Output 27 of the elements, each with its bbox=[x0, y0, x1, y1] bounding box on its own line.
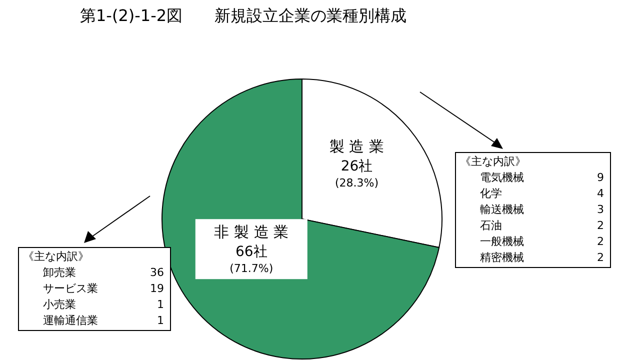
text: 2 bbox=[597, 251, 604, 264]
text: 1 bbox=[157, 298, 164, 311]
text: 《主な内訳》 bbox=[460, 155, 526, 168]
data-label: 26社 (28.3%) bbox=[334, 158, 378, 190]
text: 化学 bbox=[480, 187, 502, 200]
text: 輸送機械 bbox=[480, 203, 524, 216]
text: 小売業 bbox=[43, 298, 76, 311]
text: 一般機械 bbox=[480, 235, 524, 248]
text: 1 bbox=[157, 314, 164, 327]
data-label: 66社 (71.7%) bbox=[230, 244, 274, 276]
text: 《主な内訳》 bbox=[23, 250, 89, 263]
text: 卸売業 bbox=[43, 266, 76, 279]
text: 9 bbox=[597, 171, 604, 184]
text: 2 bbox=[597, 219, 604, 232]
text: 3 bbox=[597, 203, 604, 216]
text: 19 bbox=[150, 282, 164, 295]
text: 石油 bbox=[480, 219, 502, 232]
text: 2 bbox=[597, 235, 604, 248]
text: サービス業 bbox=[43, 282, 98, 295]
slice-label: 製 造 業 bbox=[329, 137, 384, 156]
text: 36 bbox=[150, 266, 164, 279]
text: 電気機械 bbox=[480, 171, 524, 184]
text: 運輸通信業 bbox=[43, 314, 98, 327]
chart-title: 第1-(2)-1-2図 新規設立企業の業種別構成 bbox=[80, 6, 407, 27]
text: 精密機械 bbox=[480, 251, 524, 264]
text: 4 bbox=[597, 187, 604, 200]
slice-label: 非 製 造 業 bbox=[214, 223, 289, 242]
